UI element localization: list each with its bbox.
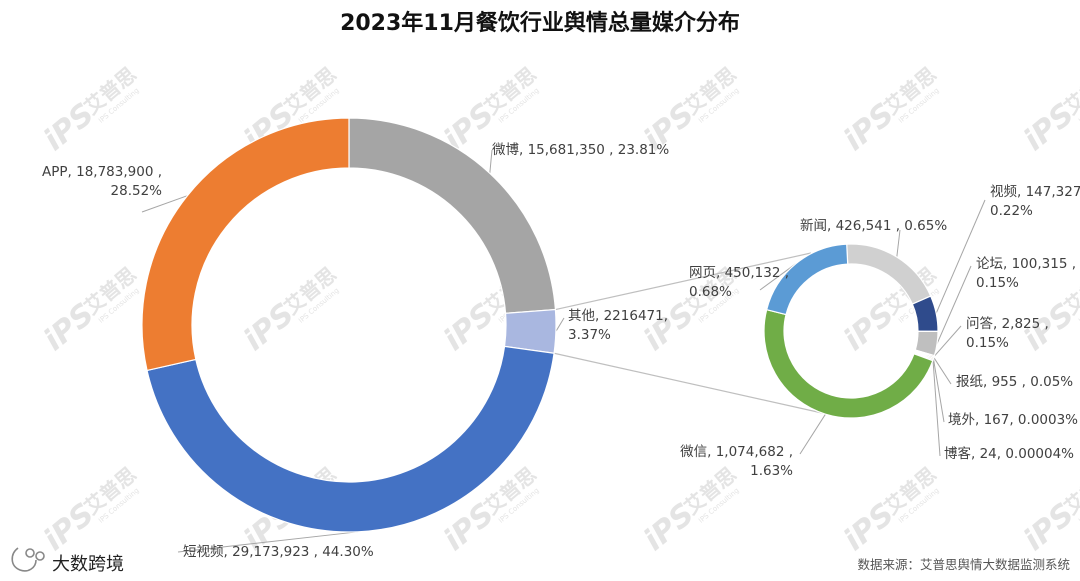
chart-title: 2023年11月餐饮行业舆情总量媒介分布 (340, 10, 740, 36)
main-label-1: 其他, 2216471, 3.37% (568, 308, 668, 343)
main-leader-1 (555, 317, 565, 332)
brand-name: 大数跨境 (52, 554, 124, 575)
sub-label-1: 视频, 147,327 , 0.22% (990, 184, 1080, 219)
main-leader-3 (141, 195, 188, 213)
sub-slice-7 (763, 308, 934, 419)
sub-leader-4 (933, 357, 952, 385)
sub-slice-8 (765, 243, 849, 316)
main-label-0: 微博, 15,681,350 , 23.81% (492, 141, 669, 158)
slice-labels: 微博, 15,681,350 , 23.81% 其他, 2216471, 3.37%… (42, 141, 1080, 560)
main-label-3: APP, 18,783,900 , 28.52% (42, 164, 162, 199)
sub-leader-1 (935, 199, 986, 314)
sub-leader-7 (799, 413, 826, 455)
brand-logo: 大数跨境 (11, 547, 124, 575)
main-slice-3 (141, 117, 350, 372)
sub-label-7: 微信, 1,074,682 , 1.63% (680, 444, 793, 479)
connector-bottom (553, 352, 832, 416)
leader-lines (141, 149, 986, 553)
connector-lines (553, 252, 832, 416)
source-note: 数据来源：艾普思舆情大数据监测系统 (857, 557, 1070, 572)
sub-label-0: 新闻, 426,541 , 0.65% (800, 218, 947, 234)
sub-label-5: 境外, 167, 0.0003% (948, 412, 1078, 428)
sub-leader-5 (932, 358, 945, 423)
sub-leader-0 (896, 229, 901, 258)
sub-label-3: 问答, 2,825 , 0.15% (966, 315, 1049, 351)
sub-leader-6 (932, 360, 941, 457)
connector-top (555, 252, 812, 311)
sub-label-2: 论坛, 100,315 , 0.15% (976, 256, 1076, 291)
sub-leader-8 (759, 263, 797, 291)
brand-icon (11, 547, 45, 572)
main-label-2: 短视频, 29,173,923 , 44.30% (183, 544, 374, 560)
sub-donut (763, 243, 939, 419)
main-slice-1 (503, 308, 557, 354)
main-leader-2 (177, 531, 358, 553)
sub-label-6: 博客, 24, 0.00004% (944, 445, 1074, 462)
sub-leader-2 (936, 265, 972, 344)
sub-label-8: 网页, 450,132 , 0.68% (689, 265, 789, 300)
main-leader-0 (489, 149, 493, 174)
sub-label-4: 报纸, 955 , 0.05% (956, 374, 1073, 390)
main-slice-2 (146, 345, 555, 533)
sub-leader-3 (933, 325, 962, 357)
main-donut (141, 117, 557, 533)
